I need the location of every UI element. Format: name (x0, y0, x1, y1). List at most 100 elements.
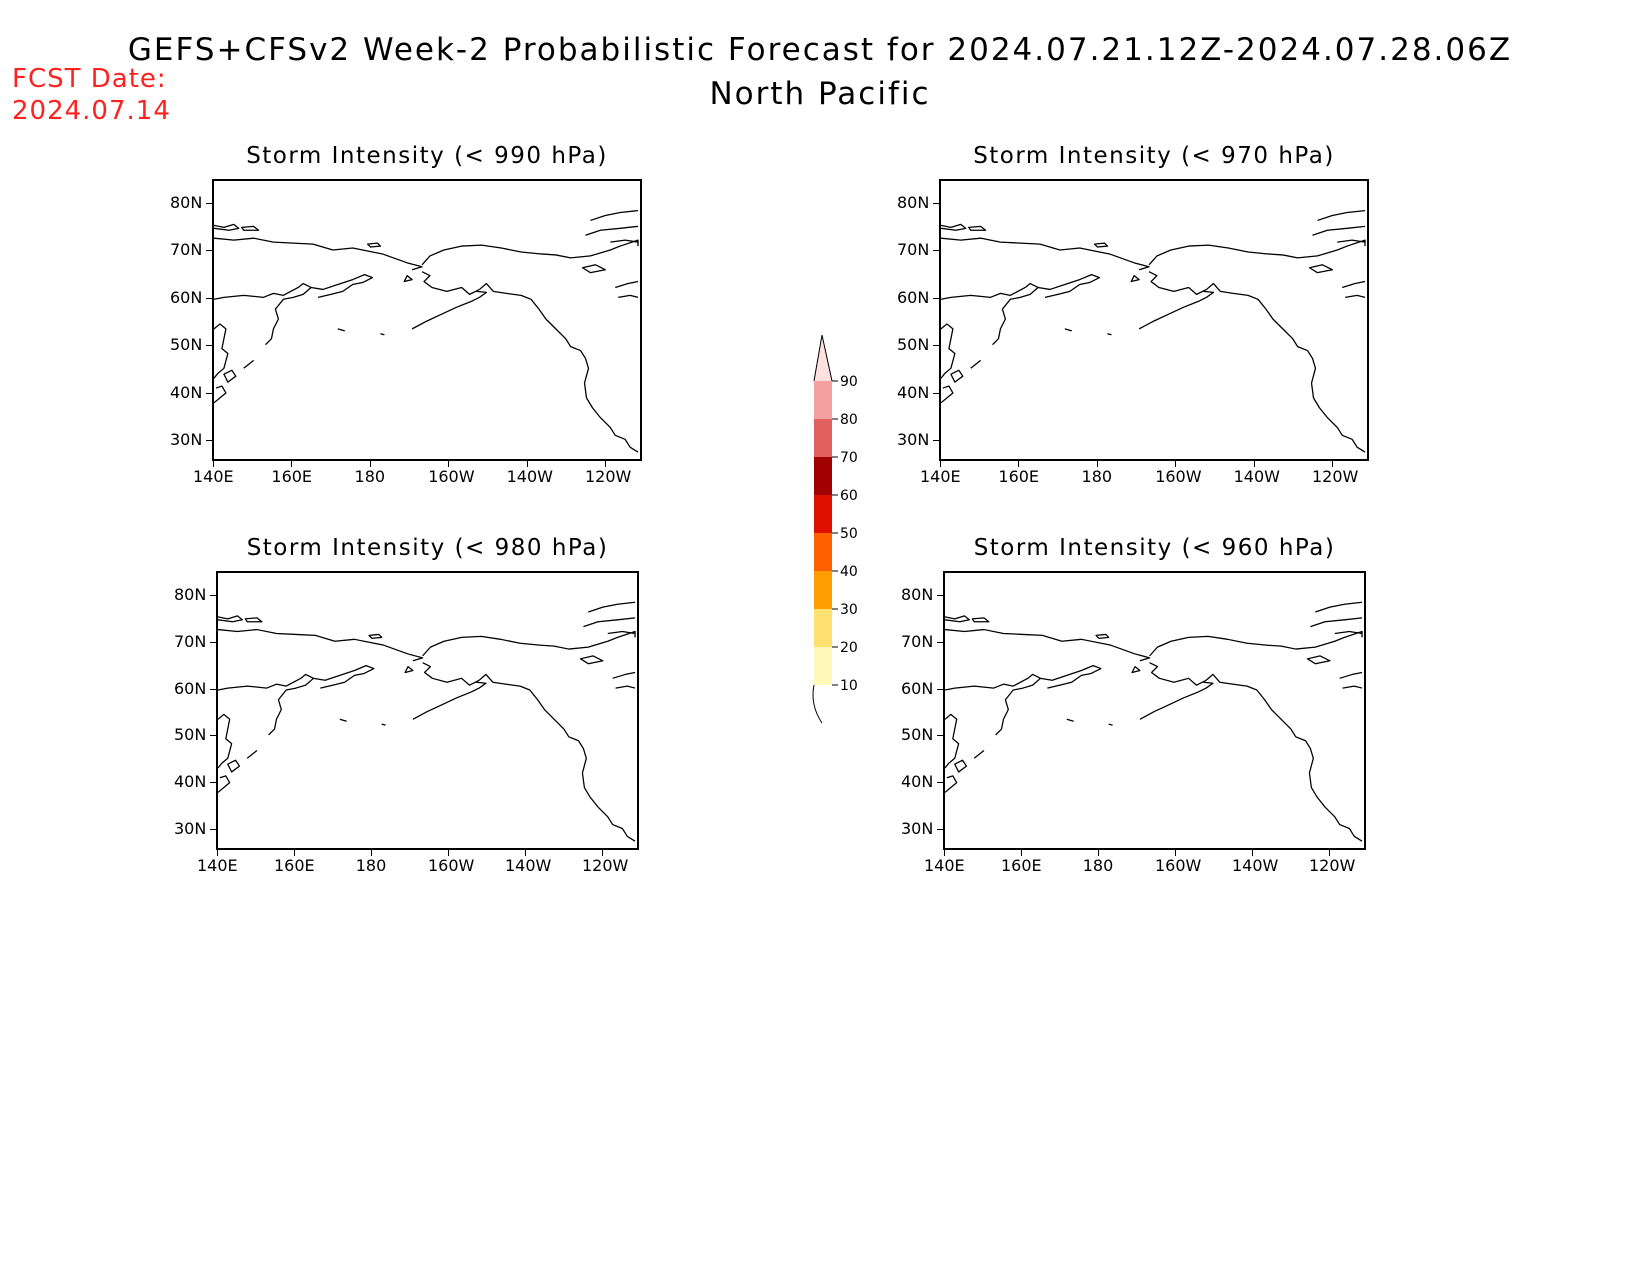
lon-tick (217, 850, 218, 856)
lat-label: 60N (170, 287, 203, 307)
lon-tick (291, 461, 293, 467)
lon-tick (294, 850, 295, 856)
lon-label: 140W (506, 467, 553, 486)
lon-label: 160E (274, 856, 315, 875)
lat-label: 70N (901, 631, 934, 651)
lat-tick (937, 829, 943, 830)
colorbar-segment (814, 571, 832, 609)
lon-tick (1175, 850, 1176, 856)
lon-label: 180 (1082, 856, 1114, 875)
lat-tick (206, 345, 212, 347)
colorbar-label: 50 (840, 526, 858, 542)
lon-label: 160W (1155, 856, 1202, 875)
probability-colorbar: 90 80 70 60 50 40 30 20 10 (812, 335, 858, 724)
lat-label: 80N (174, 585, 207, 604)
figure-title: GEFS+CFSv2 Week-2 Probabilistic Forecast… (127, 32, 1513, 68)
lon-tick (369, 461, 371, 467)
lat-label: 70N (897, 240, 930, 260)
lon-label: 120W (585, 467, 632, 486)
lon-label: 140E (193, 467, 234, 486)
lon-tick (1098, 850, 1099, 856)
map-panel (939, 179, 1369, 461)
lat-label: 60N (901, 678, 934, 698)
lon-label: 160W (1155, 467, 1202, 486)
fcst-date-value: 2024.07.14 (12, 96, 171, 126)
panel-title: Storm Intensity (< 990 hPa) (246, 143, 608, 169)
lon-label: 140E (197, 856, 238, 875)
lat-label: 30N (901, 819, 934, 838)
lat-label: 70N (174, 631, 207, 651)
lon-tick (1329, 850, 1330, 856)
lat-label: 80N (901, 585, 934, 604)
lat-label: 40N (901, 772, 934, 792)
coastline-map (218, 601, 636, 842)
lat-tick (206, 440, 212, 441)
panel-title: Storm Intensity (< 980 hPa) (246, 535, 609, 561)
lat-tick (206, 392, 212, 394)
map-panel (212, 179, 642, 461)
lat-tick (206, 203, 212, 204)
lat-label: 80N (897, 193, 930, 212)
colorbar-segment (814, 419, 832, 457)
lon-label: 140E (924, 856, 965, 875)
lat-tick (937, 595, 943, 596)
fcst-date-label: FCST Date: (12, 64, 167, 94)
colorbar-segment (814, 609, 832, 647)
lat-tick (933, 203, 939, 204)
lon-label: 140E (920, 467, 961, 486)
lon-tick (944, 850, 945, 856)
lon-tick (525, 850, 526, 856)
lon-label: 120W (582, 856, 629, 875)
lat-tick (206, 297, 212, 299)
lon-tick (1096, 461, 1098, 467)
lat-tick (210, 829, 216, 830)
lat-label: 50N (897, 335, 930, 355)
lat-tick (210, 595, 216, 596)
lon-tick (448, 850, 449, 856)
lat-label: 50N (170, 335, 203, 355)
lon-tick (526, 461, 528, 467)
lat-tick (206, 250, 212, 252)
lat-tick (210, 688, 216, 690)
lat-tick (933, 345, 939, 347)
lat-label: 40N (170, 382, 203, 402)
lon-tick (1253, 461, 1255, 467)
coastline-map (214, 209, 639, 453)
lon-label: 120W (1312, 467, 1359, 486)
colorbar-label: 70 (840, 450, 858, 466)
colorbar-label: 60 (840, 488, 858, 504)
colorbar-label: 80 (840, 412, 858, 428)
lat-label: 30N (170, 430, 203, 449)
colorbar-segment (814, 495, 832, 533)
coastline-map (945, 601, 1363, 842)
lon-tick (1175, 461, 1177, 467)
lon-label: 180 (355, 856, 387, 875)
colorbar-label: 10 (840, 678, 858, 694)
lat-tick (933, 440, 939, 441)
lat-label: 30N (174, 819, 207, 838)
lon-label: 160E (1001, 856, 1042, 875)
colorbar-segment (814, 647, 832, 685)
panel-title: Storm Intensity (< 970 hPa) (973, 143, 1335, 169)
lat-tick (933, 392, 939, 394)
map-panel (216, 571, 639, 850)
lat-label: 50N (174, 725, 207, 745)
lat-tick (937, 735, 943, 737)
lat-tick (210, 735, 216, 737)
lat-tick (210, 782, 216, 784)
colorbar-label: 40 (840, 564, 858, 580)
lon-label: 160E (998, 467, 1040, 486)
lat-label: 80N (170, 193, 203, 212)
lat-tick (937, 641, 943, 643)
lat-label: 70N (170, 240, 203, 260)
colorbar-label: 90 (840, 374, 858, 390)
lon-label: 160W (428, 467, 475, 486)
lon-label: 180 (1081, 467, 1113, 486)
lat-tick (937, 782, 943, 784)
lon-label: 140W (505, 856, 552, 875)
lat-label: 60N (174, 678, 207, 698)
lat-label: 30N (897, 430, 930, 449)
lon-label: 120W (1309, 856, 1356, 875)
lat-label: 60N (897, 287, 930, 307)
panel-title: Storm Intensity (< 960 hPa) (973, 535, 1336, 561)
